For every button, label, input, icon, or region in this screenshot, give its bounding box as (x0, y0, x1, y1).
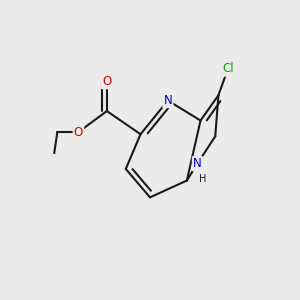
Text: Cl: Cl (222, 62, 234, 75)
Text: N: N (193, 157, 202, 170)
Text: N: N (164, 94, 172, 107)
Text: O: O (74, 126, 83, 139)
Text: H: H (199, 174, 206, 184)
Text: O: O (102, 75, 112, 88)
